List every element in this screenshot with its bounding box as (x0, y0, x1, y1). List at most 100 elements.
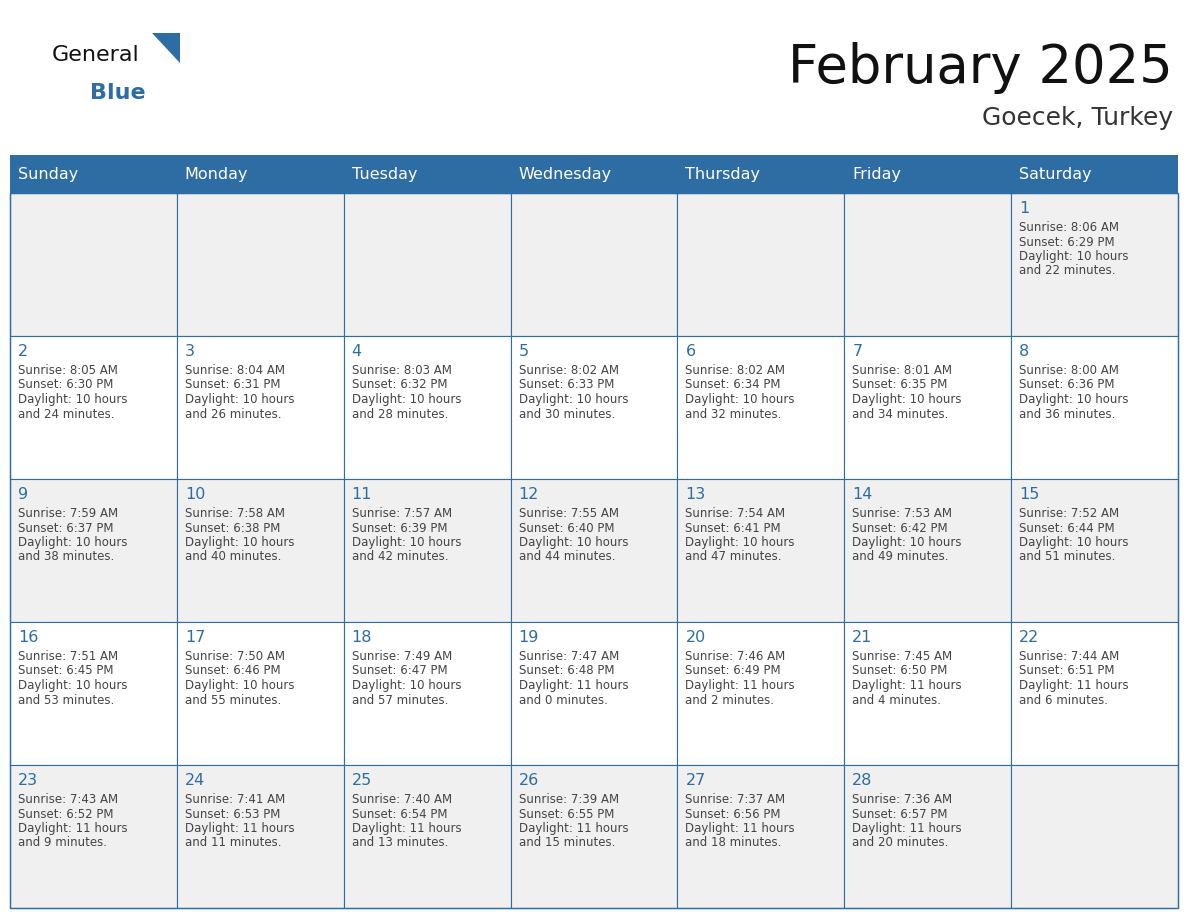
Text: Monday: Monday (185, 166, 248, 182)
Text: and 26 minutes.: and 26 minutes. (185, 408, 282, 420)
Text: 25: 25 (352, 773, 372, 788)
Text: Sunrise: 7:41 AM: Sunrise: 7:41 AM (185, 793, 285, 806)
Text: Sunrise: 7:46 AM: Sunrise: 7:46 AM (685, 650, 785, 663)
Text: and 22 minutes.: and 22 minutes. (1019, 264, 1116, 277)
Text: Sunset: 6:47 PM: Sunset: 6:47 PM (352, 665, 448, 677)
Text: Sunset: 6:37 PM: Sunset: 6:37 PM (18, 521, 114, 534)
Text: and 36 minutes.: and 36 minutes. (1019, 408, 1116, 420)
Text: Sunset: 6:33 PM: Sunset: 6:33 PM (519, 378, 614, 391)
Text: Sunrise: 7:36 AM: Sunrise: 7:36 AM (852, 793, 953, 806)
Bar (177, 622, 343, 765)
Bar (1011, 155, 1178, 193)
Text: and 11 minutes.: and 11 minutes. (185, 836, 282, 849)
Text: Daylight: 10 hours: Daylight: 10 hours (685, 393, 795, 406)
Text: 12: 12 (519, 487, 539, 502)
Text: Sunrise: 7:55 AM: Sunrise: 7:55 AM (519, 507, 619, 520)
Text: Sunrise: 7:49 AM: Sunrise: 7:49 AM (352, 650, 451, 663)
Text: and 2 minutes.: and 2 minutes. (685, 693, 775, 707)
Text: and 18 minutes.: and 18 minutes. (685, 836, 782, 849)
Text: Sunrise: 7:45 AM: Sunrise: 7:45 AM (852, 650, 953, 663)
Text: 5: 5 (519, 344, 529, 359)
Bar (343, 622, 511, 765)
Text: 2: 2 (18, 344, 29, 359)
Bar (177, 336, 343, 479)
Text: Sunset: 6:41 PM: Sunset: 6:41 PM (685, 521, 781, 534)
Text: Daylight: 10 hours: Daylight: 10 hours (185, 536, 295, 549)
Bar (177, 479, 343, 622)
Text: Sunrise: 7:57 AM: Sunrise: 7:57 AM (352, 507, 451, 520)
Text: Daylight: 11 hours: Daylight: 11 hours (852, 822, 962, 835)
Text: Sunrise: 8:02 AM: Sunrise: 8:02 AM (685, 364, 785, 377)
Bar (343, 765, 511, 908)
Text: Sunset: 6:46 PM: Sunset: 6:46 PM (185, 665, 280, 677)
Text: Sunset: 6:36 PM: Sunset: 6:36 PM (1019, 378, 1114, 391)
Text: Sunset: 6:57 PM: Sunset: 6:57 PM (852, 808, 948, 821)
Text: and 42 minutes.: and 42 minutes. (352, 551, 448, 564)
Text: and 55 minutes.: and 55 minutes. (185, 693, 282, 707)
Bar (677, 193, 845, 336)
Text: and 53 minutes.: and 53 minutes. (18, 693, 114, 707)
Polygon shape (152, 33, 181, 63)
Bar (343, 193, 511, 336)
Text: Daylight: 10 hours: Daylight: 10 hours (18, 536, 127, 549)
Text: 3: 3 (185, 344, 195, 359)
Text: 23: 23 (18, 773, 38, 788)
Text: 13: 13 (685, 487, 706, 502)
Bar (511, 479, 677, 622)
Text: 15: 15 (1019, 487, 1040, 502)
Bar (10, 193, 177, 336)
Text: 21: 21 (852, 630, 873, 645)
Text: and 49 minutes.: and 49 minutes. (852, 551, 949, 564)
Text: Sunset: 6:39 PM: Sunset: 6:39 PM (352, 521, 447, 534)
Text: Sunset: 6:35 PM: Sunset: 6:35 PM (852, 378, 948, 391)
Bar (177, 155, 343, 193)
Text: and 47 minutes.: and 47 minutes. (685, 551, 782, 564)
Text: Sunset: 6:50 PM: Sunset: 6:50 PM (852, 665, 948, 677)
Text: 17: 17 (185, 630, 206, 645)
Text: Sunset: 6:49 PM: Sunset: 6:49 PM (685, 665, 781, 677)
Text: Sunset: 6:29 PM: Sunset: 6:29 PM (1019, 236, 1114, 249)
Text: Sunrise: 7:40 AM: Sunrise: 7:40 AM (352, 793, 451, 806)
Text: Sunset: 6:53 PM: Sunset: 6:53 PM (185, 808, 280, 821)
Text: and 6 minutes.: and 6 minutes. (1019, 693, 1108, 707)
Bar (677, 155, 845, 193)
Text: Sunrise: 7:58 AM: Sunrise: 7:58 AM (185, 507, 285, 520)
Bar (10, 765, 177, 908)
Text: Daylight: 10 hours: Daylight: 10 hours (519, 536, 628, 549)
Text: and 9 minutes.: and 9 minutes. (18, 836, 107, 849)
Text: Sunset: 6:38 PM: Sunset: 6:38 PM (185, 521, 280, 534)
Bar (511, 765, 677, 908)
Text: Daylight: 10 hours: Daylight: 10 hours (685, 536, 795, 549)
Text: Sunday: Sunday (18, 166, 78, 182)
Text: Sunrise: 8:05 AM: Sunrise: 8:05 AM (18, 364, 118, 377)
Text: Sunset: 6:40 PM: Sunset: 6:40 PM (519, 521, 614, 534)
Text: Sunset: 6:32 PM: Sunset: 6:32 PM (352, 378, 447, 391)
Text: Thursday: Thursday (685, 166, 760, 182)
Text: Wednesday: Wednesday (519, 166, 612, 182)
Bar (677, 765, 845, 908)
Text: and 44 minutes.: and 44 minutes. (519, 551, 615, 564)
Text: 11: 11 (352, 487, 372, 502)
Text: Daylight: 10 hours: Daylight: 10 hours (18, 393, 127, 406)
Text: 28: 28 (852, 773, 873, 788)
Text: Sunrise: 8:02 AM: Sunrise: 8:02 AM (519, 364, 619, 377)
Text: Sunset: 6:56 PM: Sunset: 6:56 PM (685, 808, 781, 821)
Text: Sunset: 6:51 PM: Sunset: 6:51 PM (1019, 665, 1114, 677)
Bar (343, 336, 511, 479)
Text: Sunrise: 7:39 AM: Sunrise: 7:39 AM (519, 793, 619, 806)
Text: February 2025: February 2025 (789, 42, 1173, 94)
Text: and 15 minutes.: and 15 minutes. (519, 836, 615, 849)
Bar (1011, 336, 1178, 479)
Text: Sunrise: 8:00 AM: Sunrise: 8:00 AM (1019, 364, 1119, 377)
Text: and 24 minutes.: and 24 minutes. (18, 408, 114, 420)
Text: Sunset: 6:55 PM: Sunset: 6:55 PM (519, 808, 614, 821)
Bar (511, 155, 677, 193)
Bar (1011, 622, 1178, 765)
Text: Sunrise: 7:53 AM: Sunrise: 7:53 AM (852, 507, 953, 520)
Text: 27: 27 (685, 773, 706, 788)
Text: Sunset: 6:30 PM: Sunset: 6:30 PM (18, 378, 113, 391)
Text: 10: 10 (185, 487, 206, 502)
Bar (10, 622, 177, 765)
Bar (845, 765, 1011, 908)
Text: Sunrise: 7:44 AM: Sunrise: 7:44 AM (1019, 650, 1119, 663)
